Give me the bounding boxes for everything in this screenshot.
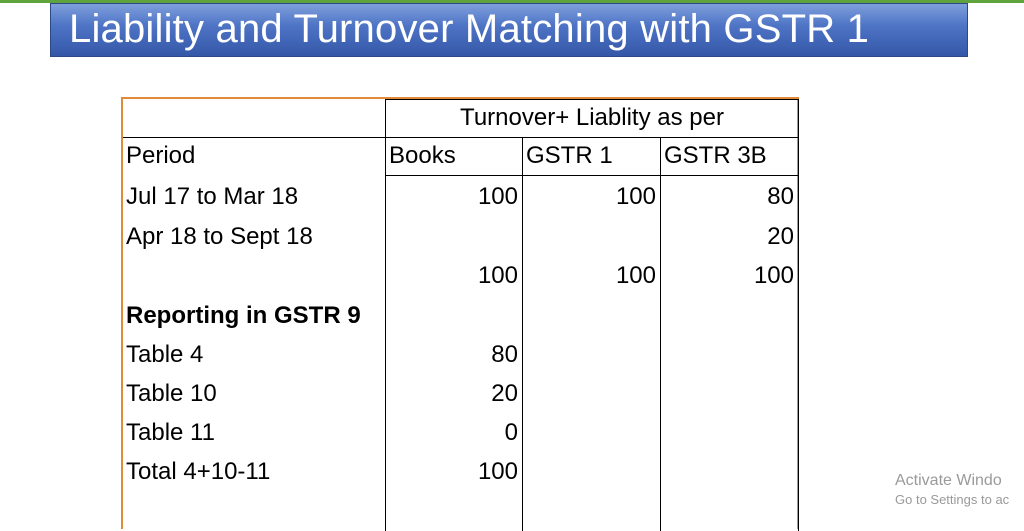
row-gstr3b: 100 <box>753 262 794 289</box>
watermark-line-2: Go to Settings to ac <box>895 492 1010 507</box>
col-divider-2 <box>522 137 523 531</box>
row-period: Table 11 <box>126 419 215 446</box>
header-top-rule <box>386 99 798 100</box>
row-period <box>123 257 385 295</box>
turnover-table: Turnover+ Liablity as per Period Books G… <box>121 97 799 531</box>
row-books <box>386 218 522 256</box>
row-period: Total 4+10-11 <box>126 458 271 485</box>
row-gstr3b: 80 <box>767 183 794 210</box>
row-gstr1: 100 <box>615 183 656 210</box>
section-heading: Reporting in GSTR 9 <box>126 302 361 329</box>
row-books: 20 <box>491 380 518 407</box>
row-books: 100 <box>477 262 518 289</box>
column-header-books: Books <box>389 142 456 169</box>
column-header-gstr1: GSTR 1 <box>526 142 613 169</box>
title-banner: Liability and Turnover Matching with GST… <box>50 3 968 57</box>
row-books: 100 <box>477 183 518 210</box>
row-gstr3b: 20 <box>767 223 794 250</box>
group-header: Turnover+ Liablity as per <box>460 104 724 131</box>
col-divider-1 <box>385 99 386 531</box>
activation-watermark: Activate Windo Go to Settings to ac <box>895 471 1024 509</box>
column-header-rule <box>386 175 798 176</box>
row-period: Table 4 <box>126 341 204 368</box>
header-bottom-rule <box>123 137 798 138</box>
row-books: 80 <box>491 341 518 368</box>
column-header-period: Period <box>126 142 196 169</box>
column-header-gstr3b: GSTR 3B <box>664 142 767 169</box>
row-gstr1 <box>523 218 660 256</box>
row-books: 0 <box>504 419 518 446</box>
row-gstr1: 100 <box>615 262 656 289</box>
row-books: 100 <box>477 458 518 485</box>
watermark-line-1: Activate Windo <box>895 472 1002 489</box>
top-accent-strip <box>0 0 1024 3</box>
row-period: Apr 18 to Sept 18 <box>126 223 313 250</box>
row-period: Table 10 <box>126 380 217 407</box>
col-divider-4 <box>798 99 799 531</box>
row-period: Jul 17 to Mar 18 <box>126 183 299 210</box>
col-divider-3 <box>660 137 661 531</box>
slide-title: Liability and Turnover Matching with GST… <box>69 7 870 51</box>
